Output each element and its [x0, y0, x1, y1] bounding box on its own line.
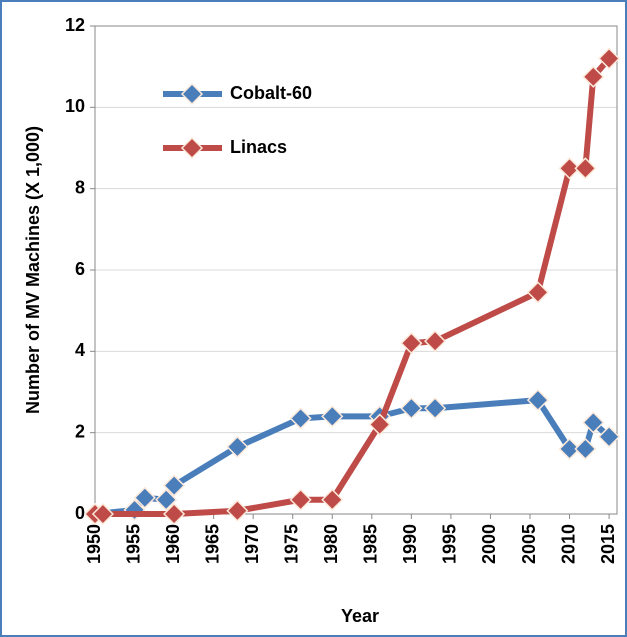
- marker: [424, 397, 447, 420]
- marker: [321, 488, 344, 511]
- marker: [598, 425, 621, 448]
- x-tick-label: 1980: [321, 524, 341, 564]
- marker: [321, 405, 344, 428]
- legend-label: Linacs: [230, 137, 287, 157]
- x-axis-title: Year: [341, 606, 379, 626]
- x-tick-label: 1990: [400, 524, 420, 564]
- marker: [598, 47, 621, 70]
- y-axis-title: Number of MV Machines (X 1,000): [23, 126, 43, 414]
- marker: [582, 65, 605, 88]
- x-tick-label: 1955: [123, 524, 143, 564]
- x-tick-label: 2005: [519, 524, 539, 564]
- marker: [400, 397, 423, 420]
- x-tick-label: 2010: [558, 524, 578, 564]
- marker: [574, 157, 597, 180]
- plot-area: [94, 25, 618, 515]
- marker: [368, 413, 391, 436]
- marker: [424, 330, 447, 353]
- y-tick-label: 0: [75, 503, 85, 523]
- marker: [226, 499, 249, 522]
- marker: [163, 502, 186, 526]
- x-tick-label: 1975: [281, 524, 301, 564]
- marker: [163, 474, 186, 497]
- marker: [574, 437, 597, 460]
- marker: [582, 411, 605, 434]
- legend-label: Cobalt-60: [230, 83, 312, 103]
- series: [83, 47, 621, 526]
- marker: [226, 435, 249, 458]
- series: [83, 389, 621, 526]
- marker: [526, 281, 549, 304]
- marker: [526, 389, 549, 412]
- x-tick-label: 2015: [598, 524, 618, 564]
- x-tick-label: 1960: [163, 524, 183, 564]
- legend-marker: [180, 136, 204, 160]
- marker: [91, 502, 114, 526]
- x-tick-label: 1950: [84, 524, 104, 564]
- x-tick-label: 1985: [361, 524, 381, 564]
- y-tick-label: 8: [75, 177, 85, 197]
- marker: [289, 488, 312, 511]
- y-tick-label: 12: [65, 15, 85, 35]
- x-tick-label: 1965: [202, 524, 222, 564]
- marker: [155, 488, 178, 511]
- marker: [289, 407, 312, 430]
- y-tick-label: 4: [75, 340, 85, 360]
- y-tick-label: 6: [75, 259, 85, 279]
- marker: [133, 486, 156, 509]
- x-tick-label: 1970: [242, 524, 262, 564]
- x-tick-label: 2000: [479, 524, 499, 564]
- legend-marker: [180, 82, 204, 106]
- x-tick-label: 1995: [440, 524, 460, 564]
- y-tick-label: 10: [65, 96, 85, 116]
- marker: [400, 332, 423, 355]
- marker: [558, 157, 581, 180]
- marker: [558, 437, 581, 460]
- y-tick-label: 2: [75, 421, 85, 441]
